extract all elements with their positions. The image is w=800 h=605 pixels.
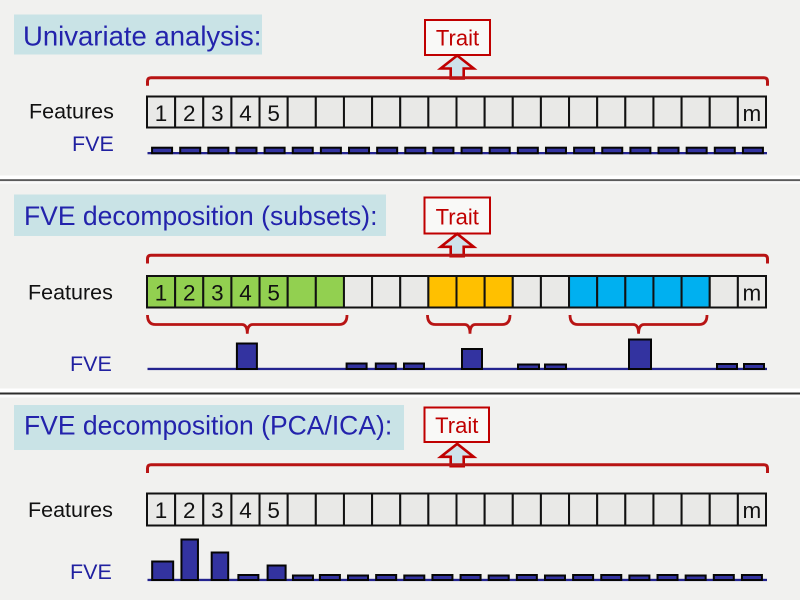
svg-text:m: m: [743, 498, 762, 523]
svg-text:3: 3: [211, 101, 224, 126]
svg-text:Trait: Trait: [436, 205, 479, 230]
svg-text:Univariate analysis:: Univariate analysis:: [23, 21, 261, 52]
svg-text:Trait: Trait: [435, 413, 478, 438]
svg-text:5: 5: [267, 101, 280, 126]
svg-text:FVE: FVE: [70, 352, 112, 376]
svg-text:5: 5: [267, 498, 280, 523]
svg-text:2: 2: [183, 498, 196, 523]
svg-text:Features: Features: [29, 100, 114, 124]
svg-text:1: 1: [155, 281, 168, 306]
svg-text:FVE: FVE: [70, 560, 112, 584]
svg-text:FVE decomposition (subsets):: FVE decomposition (subsets):: [24, 201, 377, 231]
svg-text:3: 3: [211, 281, 224, 306]
svg-text:3: 3: [211, 498, 224, 523]
svg-text:Trait: Trait: [436, 26, 479, 51]
svg-text:m: m: [743, 281, 762, 306]
svg-text:FVE decomposition (PCA/ICA):: FVE decomposition (PCA/ICA):: [24, 411, 392, 441]
svg-text:1: 1: [155, 101, 168, 126]
svg-text:m: m: [743, 101, 762, 126]
svg-text:5: 5: [267, 281, 280, 306]
svg-text:2: 2: [183, 101, 196, 126]
svg-text:Features: Features: [28, 498, 113, 522]
svg-text:4: 4: [239, 101, 252, 126]
svg-text:2: 2: [183, 281, 196, 306]
svg-text:Features: Features: [28, 281, 113, 305]
svg-text:4: 4: [239, 498, 252, 523]
svg-text:1: 1: [155, 498, 168, 523]
svg-text:4: 4: [239, 281, 252, 306]
svg-text:FVE: FVE: [72, 132, 114, 156]
